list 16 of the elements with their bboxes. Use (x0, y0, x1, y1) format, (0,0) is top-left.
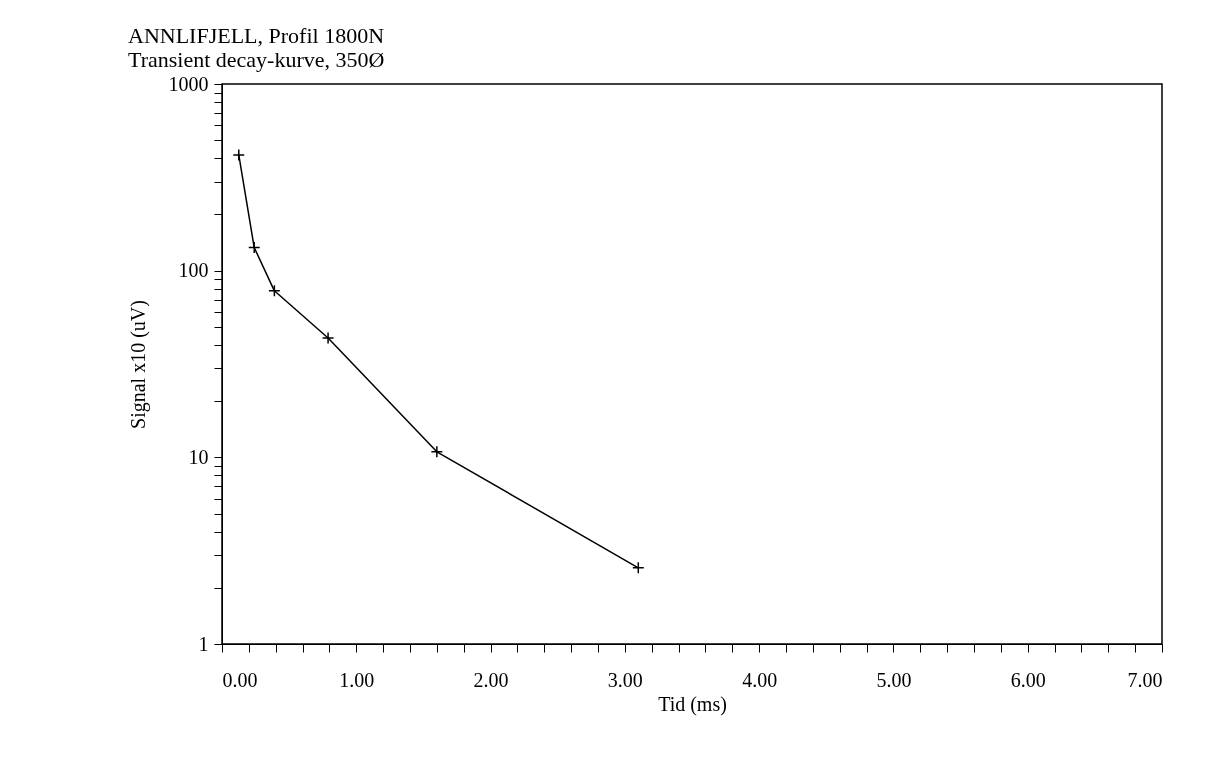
text: Transient decay-kurve, 350Ø (128, 47, 385, 72)
x-tick-label: 6.00 (1010, 668, 1046, 691)
x-tick-label: 5.00 (876, 668, 912, 691)
x-tick-label: 3.00 (607, 668, 643, 691)
y-axis-title: Signal x10 (uV) (126, 300, 150, 429)
y-tick-label: 1000 (168, 72, 209, 95)
y-tick-label: 10 (188, 445, 209, 468)
text: ANNLIFJELL, Profil 1800N (128, 23, 385, 48)
y-tick-label: 1 (198, 632, 209, 655)
x-tick-label: 2.00 (473, 668, 509, 691)
x-tick-label: 1.00 (339, 668, 375, 691)
x-tick-label: 7.00 (1127, 668, 1163, 691)
y-tick-label: 100 (178, 259, 209, 282)
x-tick-label: 0.00 (222, 668, 258, 691)
x-tick-label: 4.00 (742, 668, 778, 691)
x-axis-title: Tid (ms) (658, 692, 727, 716)
